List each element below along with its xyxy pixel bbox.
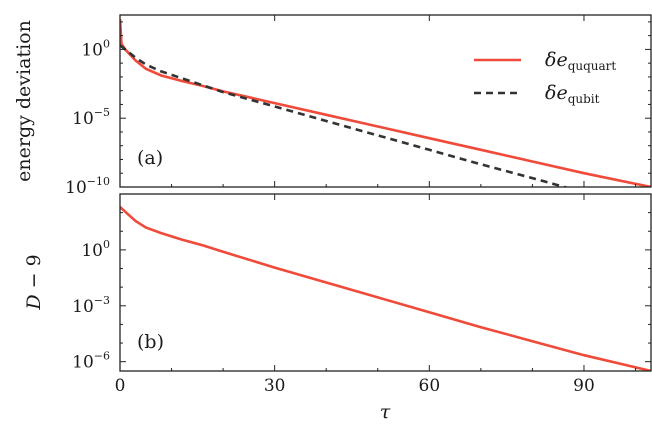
panel-b-ytick-label-2: 10−6 (72, 350, 110, 373)
panel-a-ylabel: energy deviation (13, 20, 35, 182)
panel-b-panel-tag: (b) (137, 331, 164, 353)
panel-b-ytick-label-0: 100 (81, 238, 110, 261)
panel-b-xtick-label-2: 60 (419, 376, 441, 396)
legend-label-0: δeququart (545, 49, 616, 73)
panel-b-ytick-label-1: 10−3 (72, 294, 110, 317)
panel-a-legend: δeququart δequbit (474, 49, 616, 106)
panel-a-panel-tag: (a) (137, 147, 163, 169)
panel-a-frame (119, 14, 652, 188)
panel-b-xlabel: τ (380, 401, 391, 423)
legend-label-1: δequbit (545, 82, 600, 106)
panel-b-series-0 (120, 206, 651, 371)
panel-b-frame (119, 193, 652, 372)
panel-b-ylabel: D − 9 (23, 254, 45, 310)
panel-a-ytick-label-1: 10−5 (72, 106, 110, 129)
panel-b: 100 10−3 10−6 (b) (72, 193, 652, 373)
panel-b-xtick-label-0: 0 (115, 376, 126, 396)
panel-a-ytick-label-0: 100 (81, 37, 110, 60)
panel-a: 100 10−5 10−10 (a) (65, 14, 652, 198)
panel-b-xtick-label-1: 30 (264, 376, 286, 396)
panel-a-ytick-label-2: 10−10 (65, 175, 110, 198)
panel-b-xtick-label-3: 90 (573, 376, 595, 396)
panel-a-series-1 (120, 44, 570, 187)
